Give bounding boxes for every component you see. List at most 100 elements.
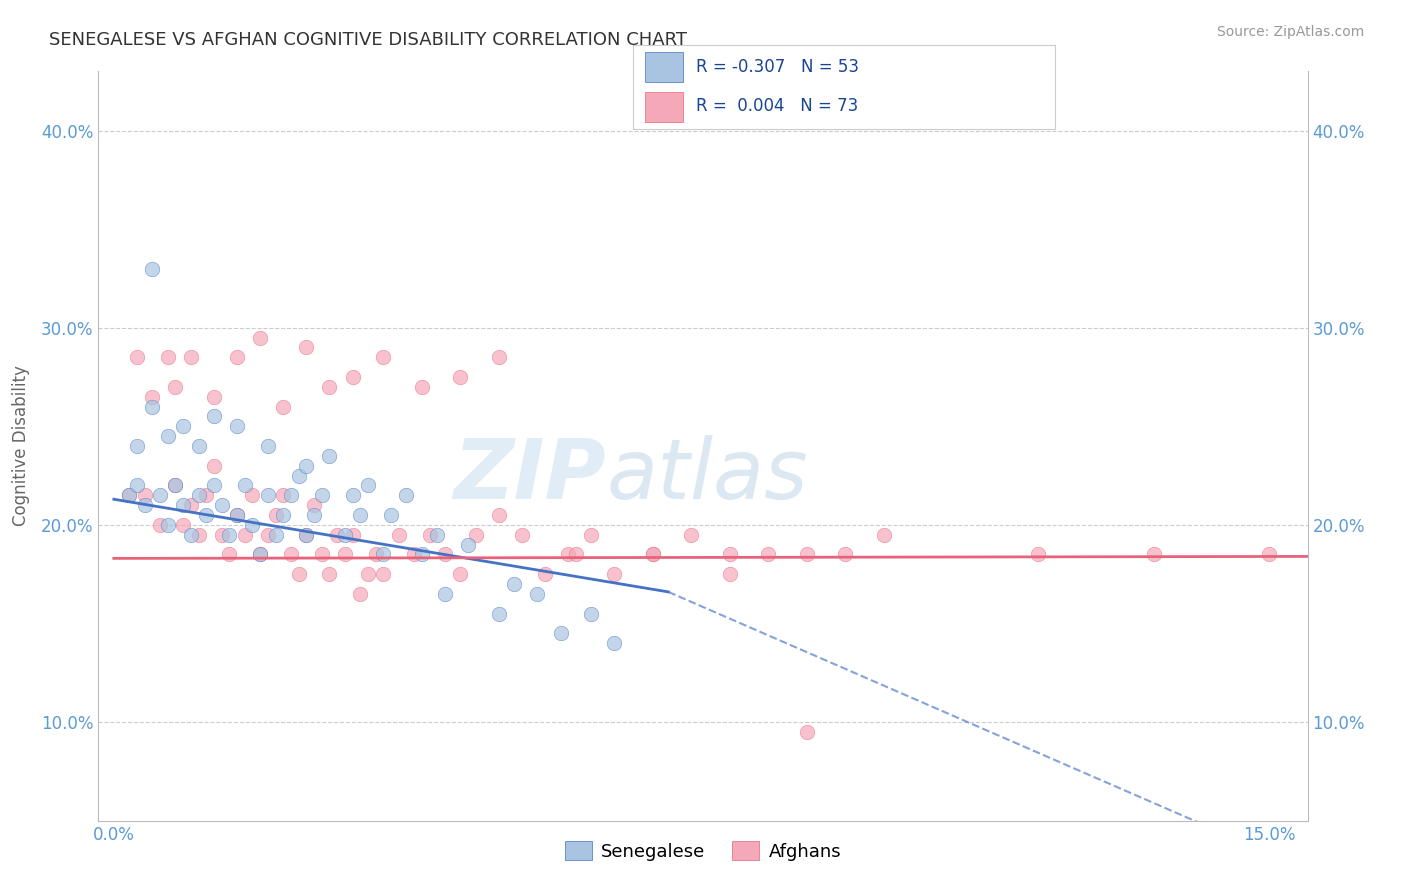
- Point: [295, 340, 318, 354]
- Point: [758, 548, 780, 562]
- Point: [419, 527, 441, 541]
- Point: [411, 548, 433, 562]
- Point: [195, 508, 218, 522]
- Point: [156, 351, 179, 365]
- Point: [404, 548, 426, 562]
- Point: [302, 508, 325, 522]
- Text: R = -0.307   N = 53: R = -0.307 N = 53: [696, 59, 859, 77]
- Point: [603, 636, 626, 650]
- Point: [141, 261, 163, 276]
- Point: [411, 380, 433, 394]
- Point: [373, 567, 395, 582]
- Point: [1142, 548, 1164, 562]
- Text: atlas: atlas: [606, 435, 808, 516]
- Point: [180, 351, 202, 365]
- Point: [488, 607, 510, 621]
- Point: [287, 567, 309, 582]
- Point: [373, 351, 395, 365]
- Point: [233, 527, 256, 541]
- Point: [242, 488, 264, 502]
- Point: [873, 527, 896, 541]
- Point: [357, 478, 380, 492]
- Point: [118, 488, 141, 502]
- Point: [149, 517, 172, 532]
- Point: [796, 548, 818, 562]
- Point: [165, 478, 187, 492]
- Point: [156, 517, 179, 532]
- Point: [264, 508, 287, 522]
- Point: [211, 498, 233, 512]
- Point: [218, 527, 240, 541]
- Point: [395, 488, 418, 502]
- Point: [226, 508, 249, 522]
- Point: [364, 548, 387, 562]
- Point: [295, 527, 318, 541]
- Point: [271, 488, 294, 502]
- Point: [342, 488, 364, 502]
- Text: SENEGALESE VS AFGHAN COGNITIVE DISABILITY CORRELATION CHART: SENEGALESE VS AFGHAN COGNITIVE DISABILIT…: [49, 31, 688, 49]
- Point: [156, 429, 179, 443]
- FancyBboxPatch shape: [645, 92, 683, 121]
- Point: [172, 498, 194, 512]
- Point: [218, 548, 240, 562]
- Point: [834, 548, 856, 562]
- Point: [380, 508, 402, 522]
- Point: [357, 567, 380, 582]
- Point: [641, 548, 664, 562]
- Point: [280, 548, 302, 562]
- Point: [302, 498, 325, 512]
- Point: [426, 527, 449, 541]
- Point: [257, 527, 280, 541]
- Point: [172, 517, 194, 532]
- Point: [257, 488, 280, 502]
- Point: [134, 488, 156, 502]
- Point: [326, 527, 349, 541]
- Text: R =  0.004   N = 73: R = 0.004 N = 73: [696, 97, 858, 115]
- Point: [211, 527, 233, 541]
- Point: [202, 409, 225, 424]
- Point: [457, 538, 479, 552]
- Point: [242, 517, 264, 532]
- Point: [233, 478, 256, 492]
- Point: [187, 439, 209, 453]
- Point: [264, 527, 287, 541]
- Point: [180, 498, 202, 512]
- Point: [318, 567, 340, 582]
- Point: [796, 725, 818, 739]
- Point: [318, 380, 340, 394]
- Point: [449, 567, 471, 582]
- Point: [565, 548, 588, 562]
- Point: [134, 498, 156, 512]
- Point: [333, 527, 356, 541]
- Point: [280, 488, 302, 502]
- Point: [202, 390, 225, 404]
- Point: [257, 439, 280, 453]
- Point: [449, 370, 471, 384]
- Point: [1258, 548, 1281, 562]
- Point: [718, 548, 741, 562]
- Point: [125, 478, 148, 492]
- Point: [641, 548, 664, 562]
- Legend: Senegalese, Afghans: Senegalese, Afghans: [558, 834, 848, 868]
- Point: [249, 330, 271, 344]
- Point: [118, 488, 141, 502]
- Point: [165, 478, 187, 492]
- Point: [349, 587, 371, 601]
- Point: [295, 458, 318, 473]
- Point: [581, 607, 603, 621]
- Point: [172, 419, 194, 434]
- Point: [295, 527, 318, 541]
- Point: [271, 400, 294, 414]
- Point: [125, 351, 148, 365]
- Point: [318, 449, 340, 463]
- Point: [187, 527, 209, 541]
- Point: [464, 527, 486, 541]
- Point: [195, 488, 218, 502]
- Point: [603, 567, 626, 582]
- Point: [226, 351, 249, 365]
- Point: [342, 527, 364, 541]
- Point: [550, 626, 572, 640]
- Point: [141, 400, 163, 414]
- Point: [287, 468, 309, 483]
- Point: [141, 390, 163, 404]
